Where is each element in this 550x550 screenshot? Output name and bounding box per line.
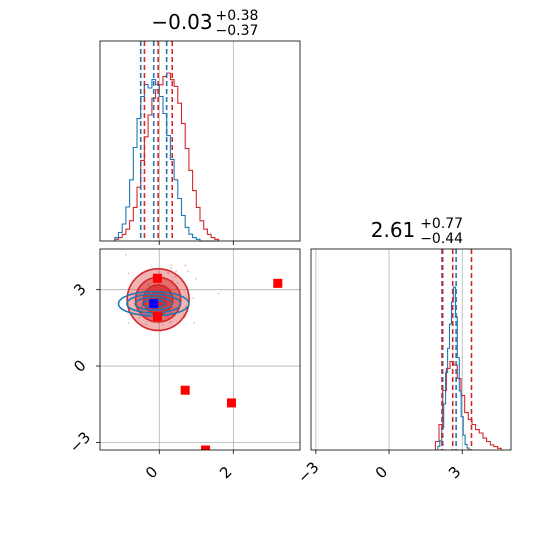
hist-2-title: 2.61 +0.77−0.44 bbox=[371, 216, 463, 247]
joint-x-tick-label-1: 2 bbox=[216, 463, 235, 482]
hist-2-frame bbox=[310, 248, 512, 451]
hist-1-blue-series bbox=[114, 78, 219, 242]
joint-red-marker-3 bbox=[180, 385, 190, 395]
hist-2-title-sub: −0.44 bbox=[420, 231, 463, 247]
hist-1-title-value: −0.03 bbox=[151, 10, 212, 34]
joint-sample-point bbox=[167, 272, 170, 274]
hist-1-title-sup: +0.38 bbox=[216, 8, 259, 24]
joint-sample-point bbox=[170, 264, 173, 266]
hist-2-tick-label-1: 0 bbox=[372, 463, 391, 482]
joint-sample-point bbox=[170, 320, 173, 323]
joint-sample-point bbox=[184, 264, 187, 267]
joint-sample-point bbox=[187, 270, 189, 273]
joint-sample-point bbox=[176, 282, 179, 284]
hist-2-title-value: 2.61 bbox=[371, 218, 416, 242]
joint-sample-point bbox=[192, 296, 195, 299]
joint-y-tick-label-2: 3 bbox=[70, 280, 89, 299]
joint-red-marker-5 bbox=[201, 445, 211, 450]
joint-y-tick-label-1: 0 bbox=[70, 356, 89, 375]
joint-blue-marker bbox=[149, 299, 159, 309]
joint-sample-point bbox=[217, 292, 220, 295]
joint-red-marker-1 bbox=[273, 278, 283, 288]
hist-2-title-sup: +0.77 bbox=[420, 216, 463, 232]
hist-2-tick-label-2: 3 bbox=[445, 463, 464, 482]
joint-red-marker-2 bbox=[152, 311, 162, 321]
joint-sample-point bbox=[184, 316, 187, 319]
joint-sample-point bbox=[161, 323, 164, 326]
joint-plot-area bbox=[100, 249, 300, 450]
hist-2-red-series bbox=[434, 361, 502, 450]
joint-sample-point bbox=[185, 305, 187, 308]
joint-sample-point bbox=[193, 321, 195, 324]
joint-sample-point bbox=[125, 253, 128, 256]
joint-background bbox=[100, 249, 300, 450]
joint-sample-point bbox=[168, 321, 171, 324]
hist-2-background bbox=[311, 249, 511, 450]
joint-sample-point bbox=[138, 316, 141, 319]
hist-2-tick-label-0: −3 bbox=[294, 458, 322, 486]
joint-sample-point bbox=[144, 323, 147, 326]
joint-frame bbox=[99, 248, 301, 451]
joint-blue-contour-2 bbox=[134, 296, 174, 311]
hist-1-title: −0.03 +0.38−0.37 bbox=[151, 8, 258, 39]
joint-sample-point bbox=[195, 278, 198, 280]
joint-sample-point bbox=[128, 272, 130, 275]
joint-red-marker-4 bbox=[226, 398, 236, 408]
hist-1-title-sub: −0.37 bbox=[216, 23, 259, 39]
joint-sample-point bbox=[170, 267, 173, 270]
joint-sample-point bbox=[175, 270, 177, 273]
joint-sample-point bbox=[174, 275, 177, 278]
joint-x-tick-label-0: 0 bbox=[142, 463, 161, 482]
joint-red-marker-0 bbox=[152, 273, 162, 283]
hist-1-frame bbox=[99, 40, 301, 242]
joint-sample-point bbox=[128, 321, 130, 324]
joint-y-tick-label-0: −3 bbox=[66, 428, 94, 456]
